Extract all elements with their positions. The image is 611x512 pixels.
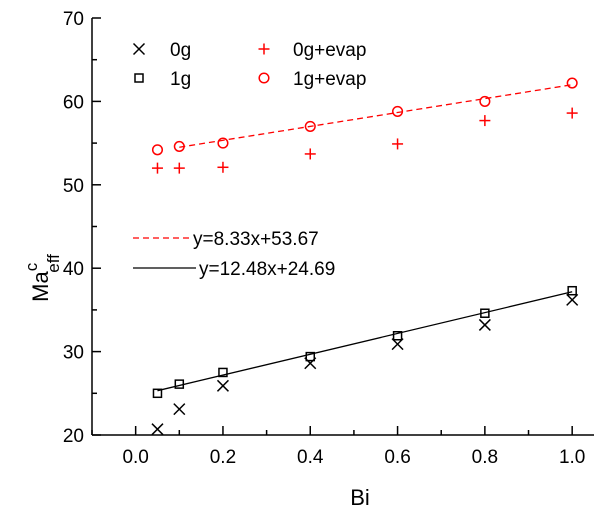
point-1g-3 [305, 351, 316, 362]
legend-label-1g: 1g [170, 69, 191, 90]
x-tick-label-5: 1.0 [559, 447, 585, 468]
legend-label-1g-evap: 1g+evap [293, 69, 366, 90]
point-1g-0 [152, 388, 163, 399]
legend-marker-0g [132, 42, 146, 56]
legend-label-0g-evap: 0g+evap [293, 40, 366, 61]
point-0g-evap-6 [566, 107, 578, 119]
y-axis-label: Mac eff [22, 254, 63, 302]
point-0g-evap-0 [151, 162, 163, 174]
x-tick-label-2: 0.4 [297, 447, 324, 468]
point-0g-evap-1 [173, 162, 185, 174]
y-axis-label-sub: eff [44, 254, 63, 273]
point-0g-1 [173, 403, 186, 416]
y-tick-label-3: 50 [63, 176, 84, 197]
point-0g-5 [478, 318, 491, 331]
point-1g-evap-6 [566, 77, 578, 89]
point-0g-evap-5 [479, 115, 491, 127]
y-tick-label-4: 60 [63, 92, 84, 113]
y-axis-label-base: Ma [28, 271, 53, 302]
legend-entry-0g-evap: 0g+evap [258, 40, 366, 61]
point-1g-evap-5 [479, 95, 491, 107]
x-tick-label-4: 0.8 [472, 447, 498, 468]
legend-marker-0g-evap [258, 43, 270, 55]
legend-entry-1g: 1g [134, 69, 191, 90]
point-1g-evap-2 [217, 137, 229, 149]
fit-legend-label-red: y=8.33x+53.67 [193, 229, 319, 250]
fit-legend-label-black: y=12.48x+24.69 [199, 259, 335, 280]
fit-legend: y=8.33x+53.67 y=12.48x+24.69 [133, 229, 335, 280]
point-0g-0 [151, 423, 164, 436]
legend-entry-1g-evap: 1g+evap [258, 69, 366, 90]
x-axis-label: Bi [350, 485, 370, 510]
point-1g-6 [567, 285, 577, 296]
legend-marker-1g-evap [258, 72, 270, 84]
y-tick-label-1: 30 [63, 343, 84, 364]
point-1g-2 [218, 367, 228, 378]
point-1g-evap-3 [304, 120, 316, 132]
y-axis-label-sup: c [22, 262, 41, 271]
fit-line-red-dashed [179, 84, 573, 148]
fit-legend-entry-red: y=8.33x+53.67 [133, 229, 319, 250]
point-1g-evap-4 [392, 105, 404, 117]
legend-label-0g: 0g [170, 40, 191, 61]
x-tick-label-0: 0.0 [122, 447, 148, 468]
y-tick-label-5: 70 [63, 9, 84, 30]
point-1g-4 [392, 331, 403, 341]
fit-legend-entry-black: y=12.48x+24.69 [133, 259, 335, 280]
point-0g-evap-3 [304, 148, 316, 160]
data-markers [151, 77, 579, 436]
legend: 0g 1g 0g+evap 1g+evap [132, 40, 366, 90]
legend-entry-0g: 0g [132, 40, 191, 61]
x-tick-label-3: 0.6 [384, 447, 410, 468]
legend-marker-1g [134, 73, 144, 83]
axis-ticks: 0.0 0.2 0.4 0.6 0.8 1.0 20 30 40 50 60 70 [63, 9, 594, 468]
point-0g-6 [566, 293, 579, 306]
point-0g-evap-4 [392, 138, 404, 150]
y-tick-label-2: 40 [63, 259, 84, 280]
point-0g-evap-2 [217, 161, 229, 173]
point-1g-evap-1 [173, 140, 185, 152]
point-1g-1 [174, 379, 185, 389]
x-tick-label-1: 0.2 [210, 447, 236, 468]
point-1g-evap-0 [151, 144, 164, 156]
point-1g-5 [480, 308, 490, 318]
y-tick-label-0: 20 [63, 426, 84, 447]
point-0g-2 [216, 379, 229, 392]
